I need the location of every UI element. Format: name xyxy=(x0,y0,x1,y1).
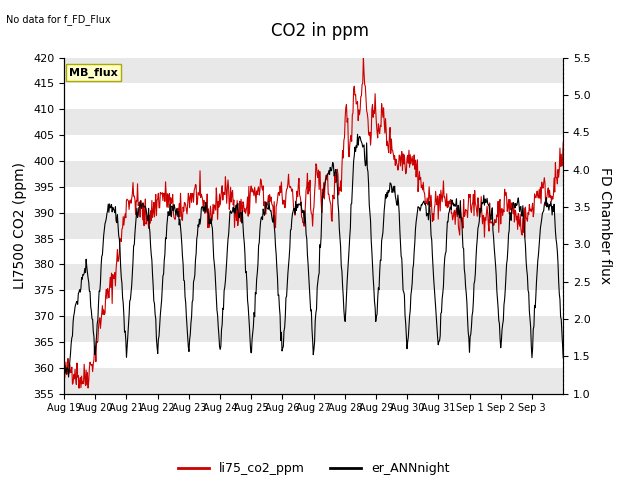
Bar xyxy=(64,368,563,394)
Text: CO2 in ppm: CO2 in ppm xyxy=(271,22,369,40)
Text: MB_flux: MB_flux xyxy=(69,68,118,78)
Bar xyxy=(64,213,563,239)
Text: No data for f_FD_Flux: No data for f_FD_Flux xyxy=(6,14,111,25)
Bar xyxy=(64,109,563,135)
Legend: li75_co2_ppm, er_ANNnight: li75_co2_ppm, er_ANNnight xyxy=(173,457,454,480)
Bar xyxy=(64,264,563,290)
Bar xyxy=(64,161,563,187)
Bar xyxy=(64,58,563,84)
Y-axis label: FD Chamber flux: FD Chamber flux xyxy=(598,167,611,284)
Bar xyxy=(64,316,563,342)
Y-axis label: LI7500 CO2 (ppm): LI7500 CO2 (ppm) xyxy=(13,162,28,289)
